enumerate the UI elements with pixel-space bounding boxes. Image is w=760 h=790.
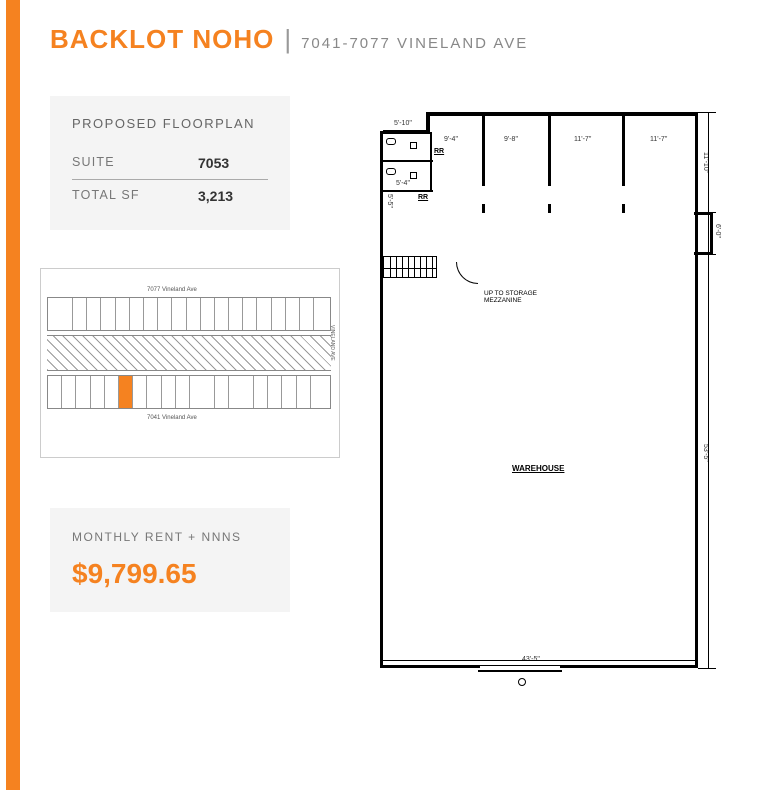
dim: 5'-10"	[394, 120, 412, 127]
sf-label: TOTAL SF	[72, 188, 198, 204]
header-subtitle: 7041-7077 VINELAND AVE	[301, 35, 528, 52]
fp-wall	[383, 190, 433, 192]
site-unit	[101, 298, 115, 330]
rent-box: MONTHLY RENT + NNNS $9,799.65	[50, 508, 290, 612]
dim-line	[380, 660, 698, 661]
toilet-icon	[386, 138, 396, 145]
site-unit	[229, 376, 254, 408]
fp-door-gap	[622, 186, 625, 204]
dim: 9'-8"	[504, 136, 518, 143]
site-unit	[48, 298, 73, 330]
sf-row: TOTAL SF 3,213	[72, 180, 268, 212]
site-unit	[48, 376, 62, 408]
site-unit	[133, 376, 147, 408]
site-unit	[187, 298, 201, 330]
fp-wall	[380, 130, 430, 134]
rent-label: MONTHLY RENT + NNNS	[72, 530, 268, 544]
entry-marker-icon	[518, 678, 526, 686]
site-unit	[314, 298, 328, 330]
site-unit	[311, 376, 325, 408]
site-unit	[272, 298, 286, 330]
toilet-icon	[386, 168, 396, 175]
site-unit	[282, 376, 296, 408]
site-unit	[130, 298, 144, 330]
sink-icon	[410, 142, 417, 149]
dim: 11'-7"	[574, 136, 591, 143]
rr-label: RR	[418, 194, 428, 201]
site-unit	[257, 298, 271, 330]
site-unit	[105, 376, 119, 408]
header-title: BACKLOT NOHO	[50, 24, 274, 55]
site-top-label: 7077 Vineland Ave	[147, 287, 197, 293]
site-unit	[172, 298, 186, 330]
stairs-icon	[383, 256, 437, 278]
sf-value: 3,213	[198, 188, 268, 204]
site-unit	[254, 376, 268, 408]
warehouse-label: WAREHOUSE	[512, 464, 564, 473]
dim-tick	[698, 254, 716, 255]
site-parking-hatch	[47, 335, 331, 371]
accent-bar	[6, 0, 20, 790]
fp-wall	[478, 670, 562, 672]
site-unit	[176, 376, 190, 408]
site-unit	[297, 376, 311, 408]
site-unit	[87, 298, 101, 330]
site-plan: 7077 Vineland Ave	[40, 268, 340, 458]
fp-wall	[383, 160, 433, 162]
suite-value: 7053	[198, 155, 268, 171]
rr-label: RR	[434, 148, 444, 155]
site-row-bottom	[47, 375, 331, 409]
site-bottom-label: 7041 Vineland Ave	[147, 415, 197, 421]
site-unit	[73, 298, 87, 330]
proposed-title: PROPOSED FLOORPLAN	[72, 116, 268, 131]
site-unit	[286, 298, 300, 330]
site-unit	[91, 376, 105, 408]
fp-wall	[710, 212, 713, 254]
suite-row: SUITE 7053	[72, 147, 268, 180]
mezzanine-label: UP TO STORAGE MEZZANINE	[484, 290, 537, 304]
site-row-top	[47, 297, 331, 331]
site-unit	[201, 298, 215, 330]
site-unit	[116, 298, 130, 330]
dim: 9'-4"	[444, 136, 458, 143]
site-unit	[190, 376, 215, 408]
rent-value: $9,799.65	[72, 558, 268, 590]
site-unit	[76, 376, 90, 408]
site-unit	[158, 298, 172, 330]
site-unit	[300, 298, 314, 330]
dim-tick	[698, 112, 716, 113]
site-unit	[144, 298, 158, 330]
fp-door-gap	[548, 186, 551, 204]
dim: 5'-4"	[396, 180, 410, 187]
dim-tick	[698, 212, 716, 213]
dim-tick	[698, 668, 716, 669]
site-unit	[215, 298, 229, 330]
dim: 11'-7"	[650, 136, 667, 143]
site-unit	[162, 376, 176, 408]
suite-label: SUITE	[72, 155, 198, 171]
site-unit-highlight	[119, 376, 133, 408]
site-unit	[243, 298, 257, 330]
site-unit	[147, 376, 161, 408]
site-unit	[268, 376, 282, 408]
proposed-floorplan-box: PROPOSED FLOORPLAN SUITE 7053 TOTAL SF 3…	[50, 96, 290, 230]
fp-wall	[430, 132, 432, 192]
site-unit	[215, 376, 229, 408]
fp-mask	[379, 111, 383, 131]
page-header: BACKLOT NOHO | 7041-7077 VINELAND AVE	[50, 24, 528, 55]
fp-wall	[426, 112, 698, 116]
dim-line	[708, 112, 709, 668]
sink-icon	[410, 172, 417, 179]
site-road-label: VINELAND AVE	[329, 325, 335, 361]
dim: 5'-5"	[386, 194, 393, 208]
site-unit	[62, 376, 76, 408]
floorplan-diagram: RR RR UP TO STORAGE MEZZANINE WAREHOUSE …	[370, 94, 718, 704]
dim: 6'-0"	[714, 224, 721, 238]
fp-door-gap	[482, 186, 485, 204]
site-unit	[229, 298, 243, 330]
header-separator: |	[284, 24, 291, 55]
